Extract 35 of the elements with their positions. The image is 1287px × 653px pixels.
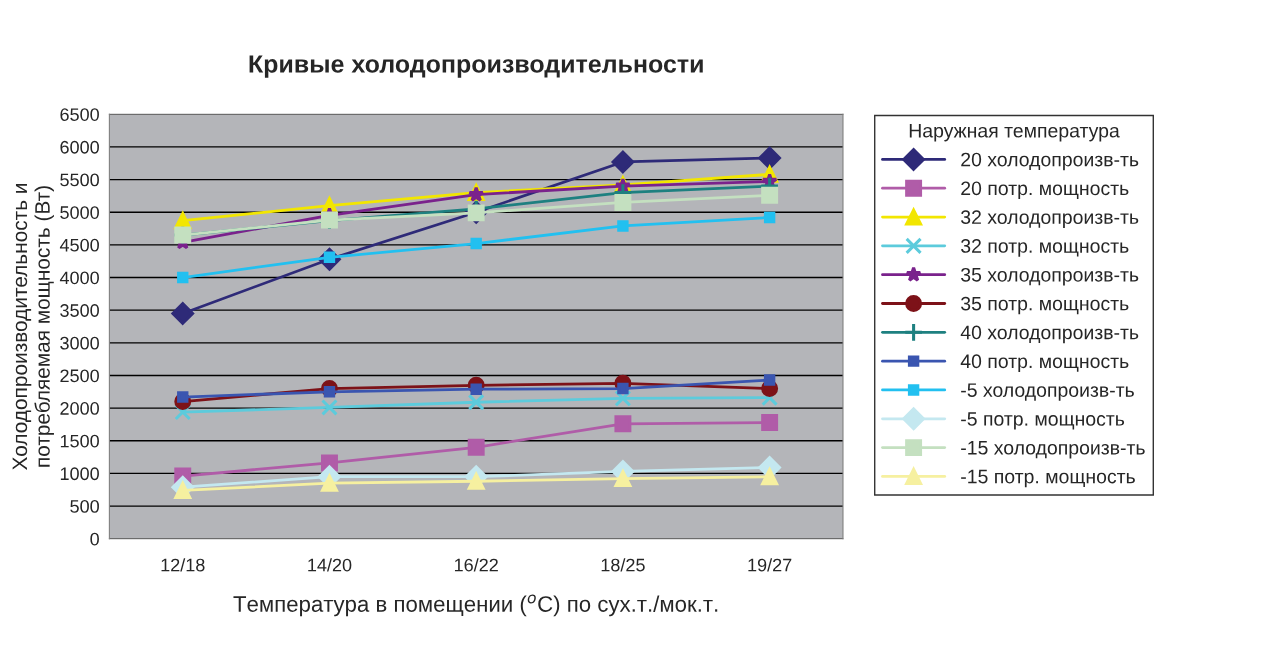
y-tick-label: 0 <box>90 532 99 546</box>
y-tick-label: 6500 <box>60 108 99 121</box>
legend-title: Наружная температура <box>909 124 1120 142</box>
legend-label: 40 холодопроизв-ть <box>960 325 1139 344</box>
legend-label: 20 холодопроизв-ть <box>961 152 1139 171</box>
y-tick-label: 5000 <box>60 206 99 219</box>
x-tick-label: 19/27 <box>748 558 792 572</box>
x-tick-label: 18/25 <box>601 558 645 572</box>
legend-label: 20 потр. мощность <box>961 181 1129 200</box>
x-tick-label: 12/18 <box>161 558 205 572</box>
x-tick-label: 14/20 <box>308 558 352 572</box>
y-tick-label: 1000 <box>60 467 99 481</box>
y-tick-label: 4500 <box>59 238 99 252</box>
legend-label: 35 холодопроизв-ть <box>961 267 1139 286</box>
y-tick-label: 500 <box>70 500 99 513</box>
y-tick-label: 5500 <box>60 173 99 187</box>
legend-label: -5 потр. мощность <box>961 412 1125 430</box>
legend-label: -15 потр. мощность <box>961 469 1135 488</box>
y-tick-label: 1500 <box>60 434 99 448</box>
y-tick-label: 2500 <box>60 369 99 383</box>
y-tick-label: 4000 <box>59 271 99 285</box>
y-tick-label: 2000 <box>60 402 99 415</box>
x-tick-label: 16/22 <box>454 558 498 572</box>
x-axis-title: Температура в помещении ($^{o}$C) по сух.т./мок.т. <box>233 594 718 617</box>
legend-label: -5 холодопроизв-ть <box>961 383 1134 401</box>
y-tick-label: 3000 <box>60 336 99 350</box>
legend-label: 35 потр. мощность <box>961 296 1129 315</box>
y-tick-label: 3500 <box>60 304 99 317</box>
y-axis-title: Холодопроизводительность и потребляемая мощность (Вт) <box>12 183 54 470</box>
legend-label: 32 холодопроизв-ть <box>961 210 1139 228</box>
y-tick-label: 6000 <box>60 140 99 154</box>
legend-label: 32 потр. мощность <box>961 239 1129 257</box>
chart-title: Кривые холодопроизводительности <box>249 55 703 78</box>
legend-label: 40 потр. мощность <box>960 354 1129 372</box>
legend-label: -15 холодопроизв-ть <box>961 441 1145 459</box>
